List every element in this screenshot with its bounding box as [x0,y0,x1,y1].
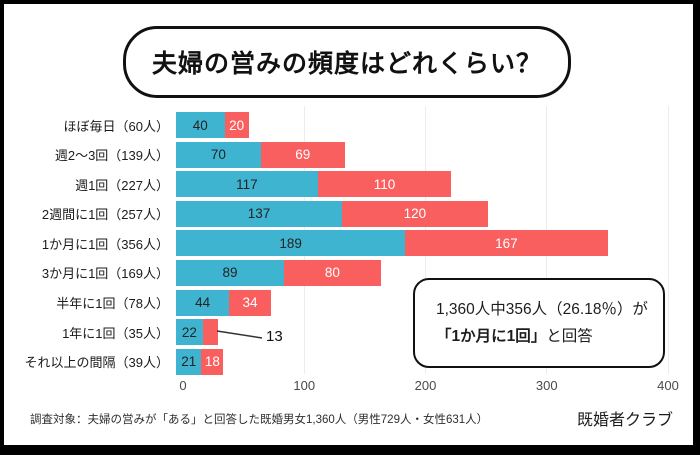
category-label: 1か月に1回（356人） [41,236,169,252]
bar-track: 70 69 [176,141,345,168]
bar-segment-red: 120 [342,200,488,227]
chart-row: ほぼ毎日（60人） 40 20 [4,112,676,138]
chart-row: 3か月に1回（169人） 89 80 [4,259,676,286]
bar-chart: ほぼ毎日（60人） 40 20 週2～3回（139人） 70 69 週1回（227人） 117… [4,112,676,375]
bar-segment-red: 69 [260,141,345,168]
bar-segment-red: 167 [405,230,608,257]
callout-line [216,330,263,339]
bar-segment-red [202,319,219,346]
annotation-box: 1,360人中356人（26.18％）が 「1か月に1回」と回答 [413,278,665,368]
category-label: 週1回（227人） [75,177,169,193]
bar-segment-blue: 189 [176,230,406,257]
page-title: 夫婦の営みの頻度はどれくらい？ [151,50,542,78]
x-tick-label: 400 [657,378,679,393]
brand-name: 既婚者クラブ [576,412,673,429]
bar-segment-red: 34 [229,289,271,316]
bar-segment-red: 80 [283,259,381,286]
annotation-line-1: 1,360人中356人（26.18％）が [436,300,648,318]
bar-segment-blue: 21 [176,348,202,375]
category-label: 3か月に1回（169人） [41,266,169,282]
category-label: ほぼ毎日（60人） [63,118,169,134]
bar-track: 117 110 [176,171,452,198]
bar-track: 44 34 [176,289,271,316]
annotation-bold: 「1か月に1回」 [436,328,547,345]
bar-segment-blue: 40 [176,112,225,138]
bar-segment-blue: 70 [176,141,261,168]
x-tick-label: 100 [293,378,316,393]
bar-segment-blue: 117 [176,171,318,198]
title-box: 夫婦の営みの頻度はどれくらい？ [123,26,571,98]
x-tick-label: 200 [414,378,437,393]
bar-segment-blue: 22 [176,319,203,346]
bar-track: 189 167 [176,230,608,257]
bar-segment-red: 18 [201,348,224,375]
category-label: 1年に1回（35人） [62,325,169,341]
x-axis-ticks: 0 100 200 300 400 [4,378,693,394]
survey-note: 調査対象：夫婦の営みが「ある」と回答した既婚男女1,360人（男性729人・女性… [30,414,489,426]
bar-track: 137 120 [176,200,488,227]
category-label: 半年に1回（78人） [56,296,169,312]
annotation-rest: と回答 [546,328,593,345]
callout-value-label: 13 [266,328,283,345]
bar-track: 89 80 [176,259,381,286]
bar-segment-red: 20 [224,112,249,138]
bar-segment-blue: 137 [176,200,343,227]
gridline-400 [667,106,669,374]
x-tick-label: 300 [535,378,558,393]
chart-row: 1か月に1回（356人） 189 167 [4,230,676,257]
chart-row: 2週間に1回（257人） 137 120 [4,200,676,227]
bar-track: 40 20 [176,112,249,138]
bar-segment-red: 110 [317,171,452,198]
chart-row: 半年に1回（78人） 44 34 [4,289,676,316]
category-label: それ以上の間隔（39人） [24,355,169,371]
bar-track: 21 18 [176,348,224,375]
category-label: 週2～3回（139人） [54,148,169,164]
bar-segment-blue: 44 [176,289,230,316]
chart-row: 週1回（227人） 117 110 [4,171,676,198]
chart-row: それ以上の間隔（39人） 21 18 [4,348,676,375]
infographic-canvas: 夫婦の営みの頻度はどれくらい？ ほぼ毎日（60人） 40 20 週2～3回（139人）… [4,4,693,445]
bar-track: 22 [176,319,219,346]
x-tick-label: 0 [179,378,187,393]
bar-segment-blue: 89 [176,259,284,286]
annotation-line-2: 「1か月に1回」と回答 [436,323,657,350]
chart-row: 1年に1回（35人） 22 [4,319,676,346]
category-label: 2週間に1回（257人） [41,207,169,223]
chart-row: 週2～3回（139人） 70 69 [4,141,676,168]
